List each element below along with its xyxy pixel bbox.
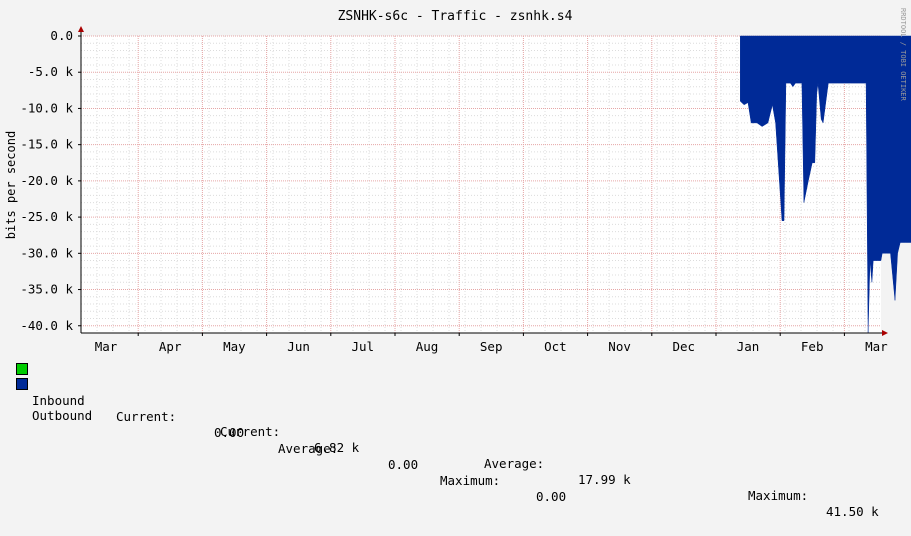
- watermark: RRDTOOL / TOBI OETIKER: [899, 8, 907, 102]
- outbound-swatch: [16, 378, 28, 390]
- axes: [78, 26, 888, 336]
- x-tick-label: Apr: [159, 339, 182, 354]
- x-tick-label: May: [223, 339, 246, 354]
- inbound-swatch: [16, 363, 28, 375]
- y-tick-label: -30.0 k: [20, 245, 73, 260]
- outbound-average-label: Average:: [484, 456, 545, 471]
- y-tick-label: -20.0 k: [20, 173, 73, 188]
- outbound-average-value: 17.99 k: [578, 472, 631, 487]
- outbound-current-value: 6.82 k: [314, 440, 360, 455]
- y-tick-label: -10.0 k: [20, 100, 73, 115]
- x-tick-label: Aug: [416, 339, 439, 354]
- inbound-maximum-label: Maximum:: [440, 473, 501, 488]
- x-axis-arrow: [882, 330, 888, 336]
- x-tick-label: Sep: [480, 339, 503, 354]
- y-tick-label: -25.0 k: [20, 209, 73, 224]
- x-tick-label: Dec: [673, 339, 696, 354]
- x-tick-label: Mar: [865, 339, 888, 354]
- x-tick-label: Nov: [608, 339, 631, 354]
- y-tick-label: -5.0 k: [28, 64, 74, 79]
- x-tick-label: Feb: [801, 339, 824, 354]
- inbound-average-value: 0.00: [388, 457, 419, 472]
- inbound-current-label: Current:: [116, 409, 177, 424]
- inbound-maximum-value: 0.00: [536, 489, 567, 504]
- y-tick-label: -40.0 k: [20, 318, 73, 333]
- series-layer: [740, 35, 911, 334]
- rrd-graph: 0.0 -5.0 k -10.0 k -15.0 k -20.0 k -25.0 k -30…: [4, 8, 911, 519]
- y-axis-label: bits per second: [4, 131, 18, 239]
- x-tick-label: Oct: [544, 339, 567, 354]
- y-axis-arrow: [78, 26, 84, 32]
- y-tick-label: -15.0 k: [20, 137, 73, 152]
- outbound-name: Outbound: [32, 408, 93, 423]
- x-tick-label: Jun: [287, 339, 310, 354]
- y-tick-label: 0.0: [50, 28, 73, 43]
- outbound-current-label: Current:: [220, 424, 281, 439]
- chart-title: ZSNHK-s6c - Traffic - zsnhk.s4: [338, 9, 573, 24]
- legend-inbound: Inbound Current: 0.00 Average: 0.00 Maxi…: [16, 361, 566, 504]
- y-tick-label: -35.0 k: [20, 282, 73, 297]
- x-tick-label: Mar: [95, 339, 118, 354]
- legend-outbound: Outbound Current: 6.82 k Average: 17.99 …: [16, 376, 879, 519]
- x-tick-label: Jan: [737, 339, 760, 354]
- outbound-maximum-value: 41.50 k: [826, 504, 879, 519]
- outbound-maximum-label: Maximum:: [748, 488, 809, 503]
- chart-canvas: 0.0 -5.0 k -10.0 k -15.0 k -20.0 k -25.0 k -30…: [4, 8, 911, 354]
- x-tick-label: Jul: [352, 339, 375, 354]
- tick-labels: 0.0 -5.0 k -10.0 k -15.0 k -20.0 k -25.0 k -30…: [20, 28, 888, 354]
- series-outbound-area: [740, 35, 911, 334]
